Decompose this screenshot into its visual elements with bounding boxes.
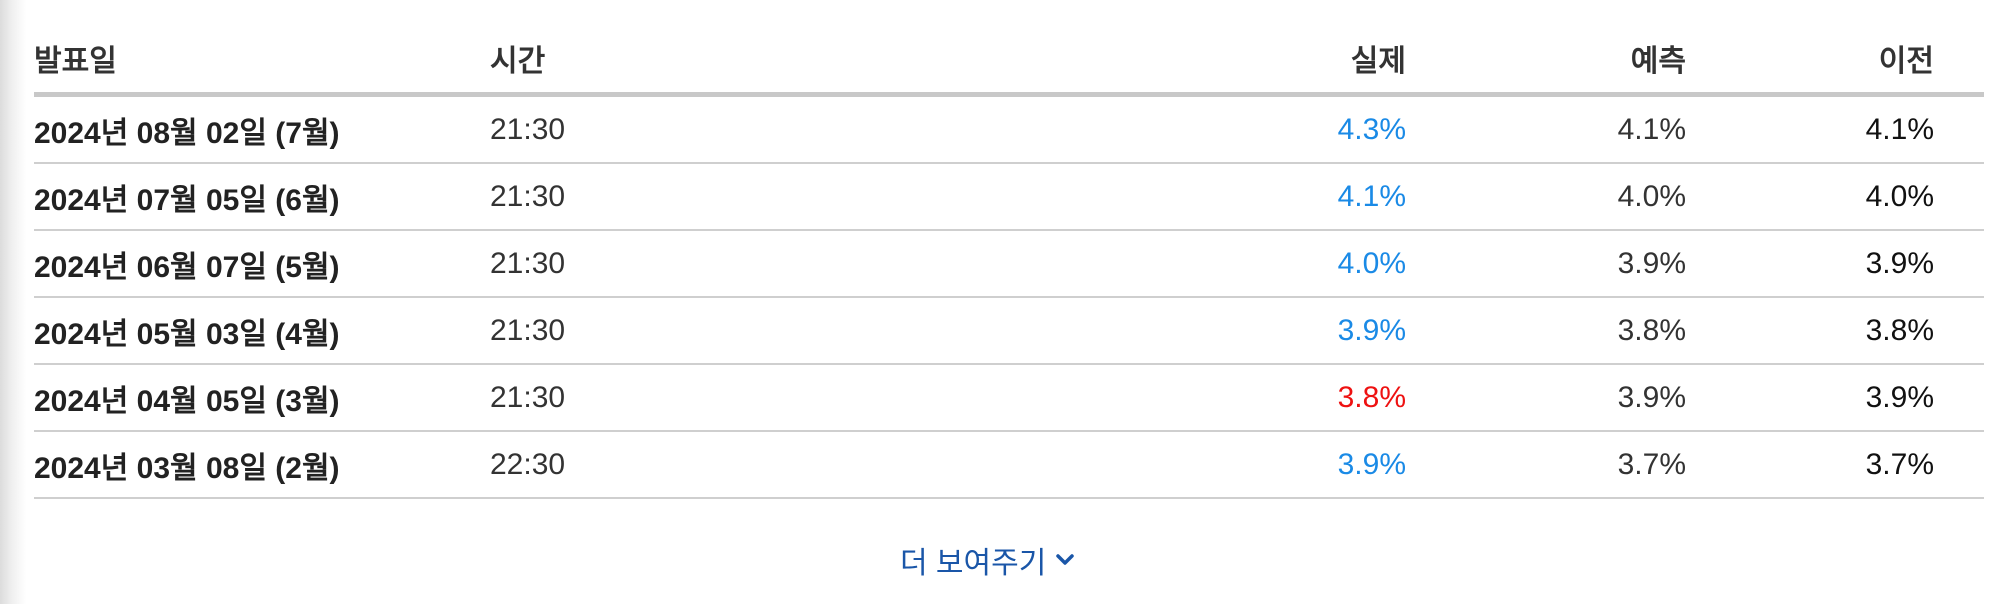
time-cell: 22:30 bbox=[490, 431, 946, 499]
actual-cell: 3.9% bbox=[946, 297, 1406, 365]
header-previous: 이전 bbox=[1686, 24, 1934, 97]
row-spacer bbox=[1934, 297, 1984, 365]
header-release-date: 발표일 bbox=[34, 24, 490, 97]
table-row: 2024년 08월 02일 (7월) 21:30 4.3% 4.1% 4.1% bbox=[34, 94, 1984, 164]
actual-cell: 3.9% bbox=[946, 431, 1406, 499]
actual-cell: 3.8% bbox=[946, 364, 1406, 432]
header-actual: 실제 bbox=[946, 24, 1406, 97]
time-cell: 21:30 bbox=[490, 297, 946, 365]
header-time: 시간 bbox=[490, 24, 946, 97]
header-forecast: 예측 bbox=[1406, 24, 1686, 97]
table-row: 2024년 05월 03일 (4월) 21:30 3.9% 3.8% 3.8% bbox=[34, 297, 1984, 365]
economic-calendar-history: 발표일 시간 실제 예측 이전 2024년 08월 02일 (7월) 21:30… bbox=[34, 24, 1984, 499]
forecast-cell: 3.9% bbox=[1406, 364, 1686, 432]
release-date-cell: 2024년 06월 07일 (5월) bbox=[34, 230, 490, 298]
chevron-down-icon bbox=[1056, 554, 1075, 565]
show-more-button[interactable]: 더 보여주기 bbox=[900, 538, 1075, 582]
forecast-cell: 3.7% bbox=[1406, 431, 1686, 499]
actual-cell: 4.0% bbox=[946, 230, 1406, 298]
forecast-cell: 4.1% bbox=[1406, 94, 1686, 164]
forecast-cell: 4.0% bbox=[1406, 163, 1686, 231]
time-cell: 21:30 bbox=[490, 364, 946, 432]
history-table: 발표일 시간 실제 예측 이전 2024년 08월 02일 (7월) 21:30… bbox=[34, 24, 1984, 499]
release-date-cell: 2024년 04월 05일 (3월) bbox=[34, 364, 490, 432]
previous-cell: 3.9% bbox=[1686, 230, 1934, 298]
previous-cell: 3.9% bbox=[1686, 364, 1934, 432]
show-more-label: 더 보여주기 bbox=[900, 547, 1047, 580]
table-row: 2024년 07월 05일 (6월) 21:30 4.1% 4.0% 4.0% bbox=[34, 163, 1984, 231]
table-row: 2024년 04월 05일 (3월) 21:30 3.8% 3.9% 3.9% bbox=[34, 364, 1984, 432]
time-cell: 21:30 bbox=[490, 163, 946, 231]
release-date-cell: 2024년 05월 03일 (4월) bbox=[34, 297, 490, 365]
time-cell: 21:30 bbox=[490, 230, 946, 298]
actual-cell: 4.3% bbox=[946, 94, 1406, 164]
row-spacer bbox=[1934, 230, 1984, 298]
row-spacer bbox=[1934, 94, 1984, 164]
header-spacer bbox=[1934, 24, 1984, 97]
previous-cell: 3.7% bbox=[1686, 431, 1934, 499]
table-row: 2024년 03월 08일 (2월) 22:30 3.9% 3.7% 3.7% bbox=[34, 431, 1984, 499]
table-row: 2024년 06월 07일 (5월) 21:30 4.0% 3.9% 3.9% bbox=[34, 230, 1984, 298]
row-spacer bbox=[1934, 163, 1984, 231]
actual-cell: 4.1% bbox=[946, 163, 1406, 231]
release-date-cell: 2024년 03월 08일 (2월) bbox=[34, 431, 490, 499]
table-header-row: 발표일 시간 실제 예측 이전 bbox=[34, 24, 1984, 97]
previous-cell: 4.0% bbox=[1686, 163, 1934, 231]
left-edge-shadow bbox=[0, 0, 26, 604]
release-date-cell: 2024년 07월 05일 (6월) bbox=[34, 163, 490, 231]
previous-cell: 3.8% bbox=[1686, 297, 1934, 365]
row-spacer bbox=[1934, 431, 1984, 499]
forecast-cell: 3.8% bbox=[1406, 297, 1686, 365]
release-date-cell: 2024년 08월 02일 (7월) bbox=[34, 94, 490, 164]
row-spacer bbox=[1934, 364, 1984, 432]
time-cell: 21:30 bbox=[490, 94, 946, 164]
forecast-cell: 3.9% bbox=[1406, 230, 1686, 298]
previous-cell: 4.1% bbox=[1686, 94, 1934, 164]
